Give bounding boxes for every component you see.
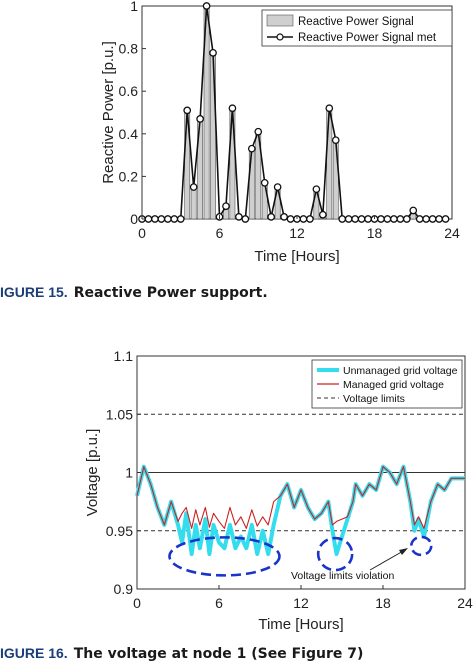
data-point: [189, 183, 198, 191]
data-point: [267, 213, 276, 221]
x-tick-label: 0: [133, 595, 141, 611]
data-point: [299, 215, 308, 223]
x-tick-label: 0: [138, 225, 146, 241]
x-tick-label: 18: [375, 595, 391, 611]
legend-label: Unmanaged grid voltage: [343, 365, 458, 377]
data-point: [144, 215, 153, 223]
y-tick-label: 1.05: [106, 406, 133, 422]
data-point: [409, 206, 418, 215]
x-tick-label: 24: [457, 595, 473, 611]
legend-label: Reactive Power Signal met: [298, 32, 437, 44]
data-point: [157, 215, 166, 223]
annotation-arrowhead: [399, 548, 408, 555]
data-point: [163, 215, 172, 223]
figure16-caption: IGURE 16. The voltage at node 1 (See Figu…: [0, 645, 363, 662]
data-point: [428, 215, 437, 223]
y-tick-label: 0.95: [106, 523, 133, 539]
x-tick-label: 6: [216, 225, 224, 241]
y-tick-label: 0.4: [119, 126, 139, 142]
legend-label: Managed grid voltage: [343, 379, 444, 391]
data-point: [170, 215, 179, 223]
data-point: [383, 215, 392, 223]
data-point: [196, 115, 204, 123]
violation-ellipse: [409, 535, 433, 557]
data-point: [318, 210, 327, 219]
violation-ellipse: [168, 536, 281, 577]
data-point: [357, 215, 366, 223]
y-tick-label: 1.1: [114, 348, 134, 364]
x-axis-label: Time [Hours]: [254, 248, 339, 265]
legend-swatch-bar: [266, 14, 294, 27]
data-point: [241, 215, 250, 223]
data-point: [422, 215, 431, 223]
data-point: [280, 213, 288, 221]
legend-box: [261, 9, 453, 47]
data-point: [415, 215, 424, 223]
y-tick-label: 0.8: [119, 41, 139, 57]
data-point: [254, 127, 263, 136]
bar: [248, 148, 255, 220]
x-tick-label: 12: [289, 225, 305, 241]
x-tick-label: 6: [215, 595, 223, 611]
data-point: [222, 202, 230, 211]
legend-label: Reactive Power Signal: [298, 16, 414, 28]
data-point: [331, 136, 340, 145]
data-point: [202, 2, 211, 10]
y-tick-label: 0.2: [119, 168, 139, 184]
data-point: [402, 215, 411, 223]
voltage-chart: Voltage limits violation 0 6 12 18 24 0.9 0.95 1…: [84, 348, 473, 633]
data-point: [338, 215, 347, 223]
x-tick-label: 18: [367, 225, 383, 241]
data-point: [390, 215, 398, 223]
figure15-caption-label: IGURE 15.: [0, 284, 68, 300]
y-tick-label: 1: [125, 465, 133, 481]
x-tick-label: 24: [444, 225, 460, 241]
y-axis-label: Voltage [p.u.]: [84, 429, 101, 517]
data-point: [273, 183, 282, 191]
data-point: [325, 104, 334, 113]
y-tick-label: 1: [130, 0, 138, 14]
data-point: [435, 215, 443, 223]
data-point: [209, 49, 217, 57]
reactive-power-chart: 0 6 12 18 24 0 0.2 0.4 0.6 0.8 1 Time [Hours] Reacti…: [100, 0, 460, 265]
data-point: [260, 178, 269, 187]
data-point: [351, 215, 359, 223]
y-tick-label: 0.9: [114, 581, 134, 597]
data-point: [286, 215, 295, 223]
data-point: [441, 215, 450, 223]
figure15-caption-text: Reactive Power support.: [73, 285, 268, 301]
annotation-text: Voltage limits violation: [291, 570, 394, 582]
legend-label: Voltage limits: [343, 393, 405, 405]
data-point: [176, 215, 185, 223]
figure-voltage: Voltage limits violation 0 6 12 18 24 0.9 0.95 1…: [0, 335, 474, 657]
bar: [190, 186, 197, 220]
figure-reactive-power: 0 6 12 18 24 0 0.2 0.4 0.6 0.8 1 Time [Hours] Reacti…: [0, 0, 474, 270]
data-point: [151, 215, 159, 223]
figure16-caption-label: IGURE 16.: [0, 645, 68, 661]
annotation-arrow: [369, 549, 406, 571]
data-point: [396, 215, 405, 223]
data-point: [235, 213, 243, 221]
figure16-caption-text: The voltage at node 1 (See Figure 7): [73, 646, 364, 662]
bar: [210, 52, 216, 220]
y-tick-label: 0.6: [119, 83, 139, 99]
managed-voltage-line: [136, 466, 465, 529]
data-point: [306, 215, 314, 223]
data-point: [183, 106, 192, 115]
data-point: [377, 215, 385, 223]
data-point: [312, 185, 321, 194]
legend-swatch-marker: [276, 33, 284, 41]
bar: [332, 139, 339, 220]
data-point: [364, 215, 372, 223]
data-point: [247, 144, 256, 153]
x-tick-label: 12: [293, 595, 309, 611]
y-tick-label: 0: [130, 211, 138, 227]
y-axis-label: Reactive Power [p.u.]: [100, 41, 117, 184]
x-axis-label: Time [Hours]: [258, 616, 343, 633]
figure15-caption: IGURE 15. Reactive Power support.: [0, 284, 268, 301]
data-point: [228, 104, 237, 113]
data-point: [344, 215, 353, 223]
